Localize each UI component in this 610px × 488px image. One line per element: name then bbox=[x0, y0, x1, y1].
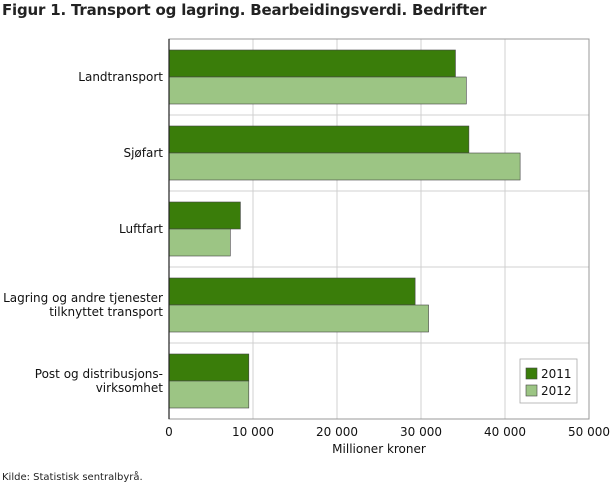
x-tick-label: 40 000 bbox=[484, 425, 526, 439]
x-tick-label: 0 bbox=[165, 425, 173, 439]
category-label: Landtransport bbox=[78, 70, 163, 84]
bar-2012-0 bbox=[168, 76, 467, 105]
bar-2011-1 bbox=[168, 125, 470, 154]
bar-2012-3 bbox=[168, 304, 429, 333]
legend-label-2012: 2012 bbox=[541, 384, 572, 398]
bar-2012-4 bbox=[168, 380, 250, 409]
bar-2011-4 bbox=[168, 353, 250, 382]
source-note: Kilde: Statistisk sentralbyrå. bbox=[2, 472, 143, 483]
bar-2011-0 bbox=[168, 49, 456, 78]
category-label: Post og distribusjons-virksomhet bbox=[35, 367, 164, 395]
category-label: Lagring og andre tjenester tilknyttet tra… bbox=[3, 291, 163, 319]
category-labels: Landtransport Sjøfart Luftfart Lagring og a… bbox=[3, 70, 163, 395]
bar-2012-2 bbox=[168, 228, 231, 257]
plot-frame bbox=[168, 38, 590, 420]
gridlines bbox=[169, 39, 589, 419]
x-tick-label: 20 000 bbox=[316, 425, 358, 439]
x-axis-label: Millioner kroner bbox=[332, 442, 426, 456]
chart-title: Figur 1. Transport og lagring. Bearbeidi… bbox=[2, 1, 487, 19]
bar-2012-1 bbox=[168, 152, 521, 181]
x-tick-label: 10 000 bbox=[232, 425, 274, 439]
bar-2011-2 bbox=[168, 201, 241, 230]
legend: 2011 2012 bbox=[519, 358, 578, 404]
bars bbox=[168, 49, 521, 409]
x-tick-labels: 0 10 000 20 000 30 000 40 000 50 000 bbox=[165, 425, 610, 439]
legend-label-2011: 2011 bbox=[541, 367, 572, 381]
category-label: Luftfart bbox=[119, 222, 163, 236]
x-tick-label: 30 000 bbox=[400, 425, 442, 439]
bar-2011-3 bbox=[168, 277, 416, 306]
x-tick-label: 50 000 bbox=[568, 425, 610, 439]
legend-swatch-2011 bbox=[525, 367, 538, 380]
legend-swatch-2012 bbox=[525, 384, 538, 397]
category-label: Sjøfart bbox=[123, 146, 163, 160]
